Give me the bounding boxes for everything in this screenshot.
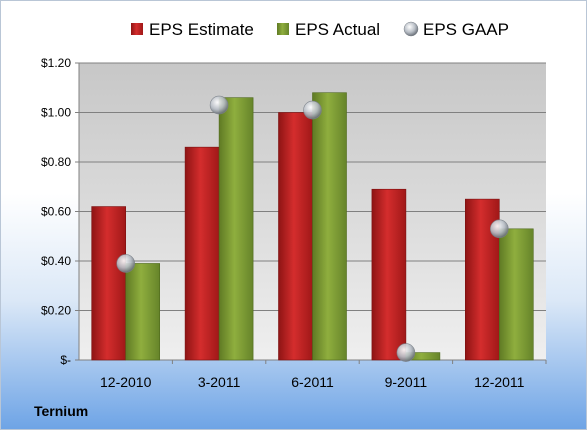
y-tick-label: $0.80: [41, 155, 71, 169]
bar-eps-estimate: [91, 206, 126, 361]
x-tick-label: 6-2011: [291, 374, 334, 390]
x-tick-label: 12-2010: [100, 374, 152, 390]
bar-eps-actual: [312, 92, 347, 361]
bar-eps-actual: [125, 263, 160, 361]
bar-eps-actual: [218, 97, 254, 361]
bar-eps-estimate: [184, 146, 220, 361]
marker-eps-gaap: [303, 100, 322, 120]
marker-eps-gaap: [489, 219, 509, 239]
x-tick-label: 9-2011: [385, 374, 428, 390]
y-tick-label: $1.20: [41, 56, 71, 70]
bar-eps-estimate: [371, 188, 407, 361]
legend-label-eps-actual: EPS Actual: [295, 20, 380, 39]
bar-eps-estimate: [278, 112, 313, 361]
x-tick-label: 3-2011: [198, 374, 241, 390]
legend-swatch-eps-actual: [277, 23, 289, 35]
company-label: Ternium: [34, 403, 89, 419]
legend-swatch-eps-gaap: [403, 21, 419, 37]
legend-swatch-eps-estimate: [131, 23, 143, 35]
marker-eps-gaap: [209, 95, 229, 115]
legend-label-eps-gaap: EPS GAAP: [423, 20, 509, 39]
y-tick-label: $-: [60, 353, 71, 367]
y-tick-label: $0.20: [41, 304, 71, 318]
marker-eps-gaap: [116, 254, 135, 273]
marker-eps-gaap: [396, 343, 416, 362]
bar-eps-actual: [498, 228, 534, 361]
y-tick-label: $0.40: [41, 254, 71, 268]
y-tick-label: $0.60: [41, 205, 71, 219]
x-tick-label: 12-2011: [474, 374, 525, 390]
legend-label-eps-estimate: EPS Estimate: [149, 20, 254, 39]
y-tick-label: $1.00: [41, 106, 71, 120]
